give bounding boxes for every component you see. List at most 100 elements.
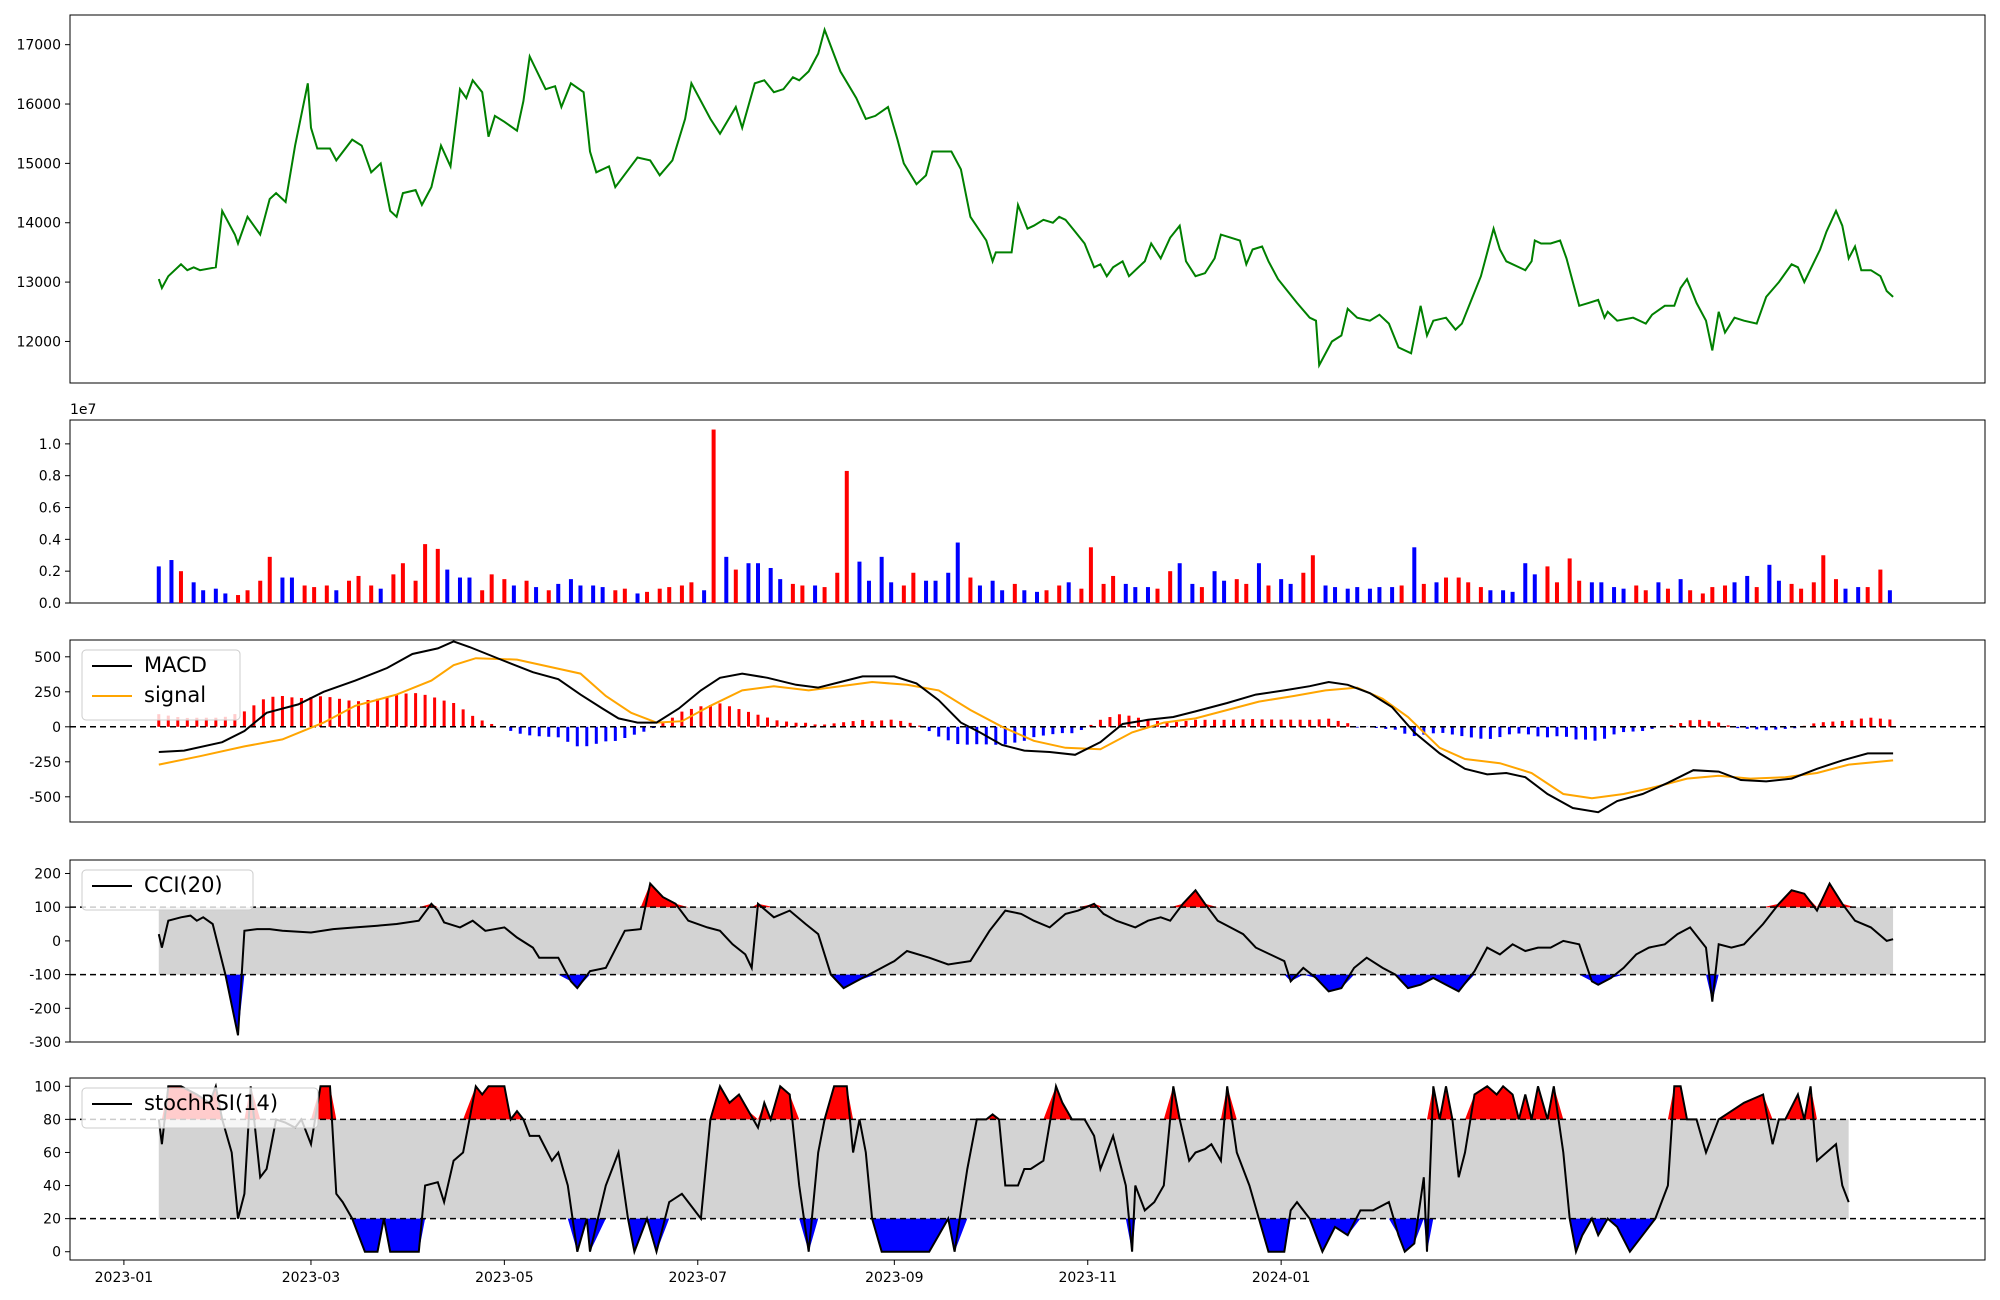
macd-histogram-bar <box>1060 726 1064 734</box>
macd-histogram-bar <box>813 724 817 727</box>
volume-bar <box>990 580 995 603</box>
macd-histogram-bar <box>1232 719 1236 727</box>
macd-histogram-bar <box>242 711 246 727</box>
cci-panel: -300 -200 -100 0 100 200 CCI(20) <box>29 859 1986 1051</box>
macd-histogram-bar <box>889 719 893 727</box>
macd-histogram-bar <box>1812 723 1816 727</box>
macd-histogram-bar <box>918 725 922 727</box>
macd-histogram-bar <box>632 726 636 735</box>
volume-bar <box>1589 582 1594 603</box>
macd-histogram-bar <box>594 726 598 744</box>
y-tick-label: 60 <box>43 1145 61 1161</box>
volume-bar <box>1399 585 1404 603</box>
macd-histogram-bar <box>1203 719 1207 727</box>
volume-bar <box>1012 583 1017 603</box>
macd-histogram-bar <box>1355 726 1359 728</box>
volume-bar <box>524 580 529 603</box>
macd-histogram-bar <box>395 694 399 727</box>
macd-histogram-bar <box>1859 718 1863 727</box>
macd-histogram-bar <box>746 711 750 727</box>
macd-histogram-bar <box>604 726 608 742</box>
macd-histogram-bar <box>1736 726 1740 729</box>
volume-bar <box>312 587 317 603</box>
volume-bar <box>423 544 428 603</box>
volume-bar <box>600 587 605 603</box>
macd-histogram-bar <box>433 697 437 727</box>
volume-bar <box>1754 587 1759 603</box>
macd-histogram-bar <box>537 726 541 737</box>
volume-bar <box>679 585 684 603</box>
macd-histogram-bar <box>1079 726 1083 731</box>
macd-histogram-bar <box>708 705 712 727</box>
macd-histogram-bar <box>689 708 693 727</box>
macd-histogram-bar <box>1241 719 1245 727</box>
legend-label: CCI(20) <box>144 873 223 897</box>
volume-bar <box>635 593 640 603</box>
macd-histogram-bar <box>1431 726 1435 734</box>
cci-band <box>158 907 1894 975</box>
volume-bar <box>356 575 361 603</box>
volume-bar <box>568 579 573 603</box>
macd-histogram-bar <box>899 720 903 727</box>
macd-histogram-bar <box>1108 717 1112 727</box>
macd-histogram-bar <box>1774 726 1778 730</box>
macd-histogram-bar <box>575 726 579 747</box>
macd-histogram-bar <box>1707 721 1711 727</box>
volume-bar <box>813 585 818 603</box>
volume-bar <box>1532 574 1537 603</box>
volume-bar <box>657 588 662 603</box>
volume-bar <box>911 572 916 603</box>
macd-histogram-bar <box>1764 726 1768 731</box>
volume-bar <box>901 585 906 603</box>
x-tick-label: 2023-01 <box>95 1270 154 1286</box>
volume-bar <box>347 580 352 603</box>
volume-panel: 0.0 0.2 0.4 0.6 0.8 1.0 1e7 <box>39 402 1986 612</box>
volume-bar <box>1190 583 1195 603</box>
macd-histogram-bar <box>357 701 361 727</box>
macd-histogram-bar <box>1317 719 1321 727</box>
volume-bar <box>1101 583 1106 603</box>
volume-bar <box>435 548 440 603</box>
macd-histogram-bar <box>1441 726 1445 733</box>
volume-bar <box>1000 590 1005 603</box>
volume-bar <box>746 563 751 603</box>
macd-histogram-bar <box>775 720 779 727</box>
macd-histogram-bar <box>1013 726 1017 743</box>
volume-bar <box>1444 577 1449 603</box>
volume-bar <box>1665 588 1670 603</box>
y-tick-label: 12000 <box>16 334 61 350</box>
macd-histogram-bar <box>385 697 389 727</box>
volume-bar <box>591 585 596 603</box>
volume-bar <box>201 590 206 603</box>
volume-bar <box>768 567 773 603</box>
volume-bar <box>413 580 418 603</box>
macd-histogram-bar <box>623 726 627 738</box>
volume-bar <box>613 590 618 603</box>
y-tick-label: 0.4 <box>39 532 61 548</box>
volume-bar <box>879 556 884 603</box>
volume-bar <box>1279 579 1284 603</box>
volume-bar <box>1088 547 1093 603</box>
macd-histogram-bar <box>1070 726 1074 734</box>
macd-histogram-bar <box>1584 726 1588 740</box>
macd-histogram-bar <box>195 717 199 727</box>
cci-overbought-fill <box>158 883 1894 908</box>
volume-bar <box>1843 588 1848 603</box>
volume-bar <box>1599 582 1604 603</box>
volume-bar <box>480 590 485 603</box>
volume-bar <box>844 470 849 603</box>
volume-bar <box>289 577 294 603</box>
volume-bar <box>1856 587 1861 603</box>
macd-histogram-bar <box>613 726 617 741</box>
volume-bar <box>1833 579 1838 603</box>
macd-histogram-bar <box>1022 726 1026 741</box>
macd-histogram-bar <box>176 717 180 727</box>
volume-bar <box>1811 582 1816 603</box>
volume-bar <box>467 577 472 603</box>
macd-histogram-bar <box>1821 722 1825 727</box>
macd-histogram-bar <box>1717 722 1721 727</box>
macd-histogram-bar <box>490 723 494 727</box>
volume-bar <box>1434 582 1439 603</box>
volume-bar <box>1412 547 1417 603</box>
macd-histogram-bar <box>823 724 827 727</box>
